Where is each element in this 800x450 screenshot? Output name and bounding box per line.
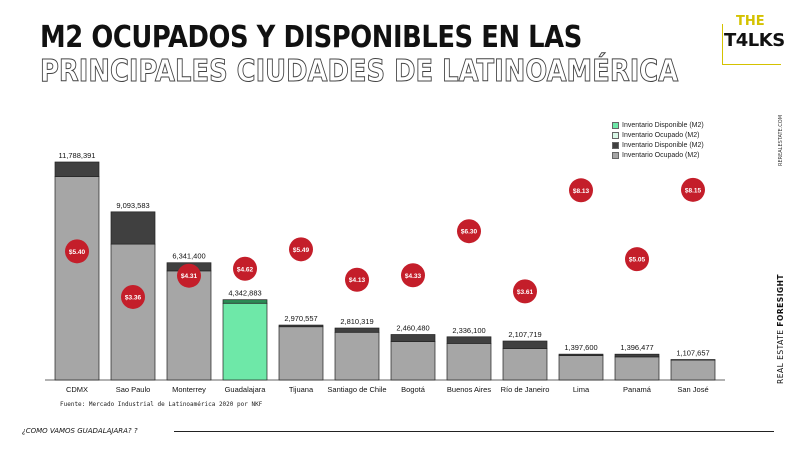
total-label: 4,342,883 [228,289,261,298]
logo-top-text: THE [736,14,765,29]
category-label: CDMX [66,385,88,394]
price-label: $8.13 [573,188,590,195]
the-talks-logo: THE T4LKS [722,14,785,66]
total-label: 2,810,319 [340,317,373,326]
total-label: 2,460,480 [396,323,429,332]
bar-occupied-4 [278,326,324,381]
bar-available-9 [558,353,604,356]
legend-item: Inventario Disponible (M2) [612,140,704,150]
category-label: San José [677,385,708,394]
price-label: $3.36 [125,294,142,301]
bar-occupied-1 [110,243,156,381]
bar-available-8 [502,340,548,349]
bar-available-0 [54,161,100,177]
legend-label: Inventario Ocupado (M2) [622,131,700,139]
category-label: Buenos Aires [447,385,491,394]
category-label: Panamá [623,385,652,394]
bar-available-4 [278,324,324,328]
bar-occupied-10 [614,356,660,381]
legend-item: Inventario Ocupado (M2) [612,150,704,160]
legend-item: Inventario Ocupado (M2) [612,130,704,140]
category-label: Tijuana [289,385,314,394]
bar-available-10 [614,353,660,358]
bar-available-1 [110,211,156,245]
total-label: 11,788,391 [59,151,96,160]
category-label: Lima [573,385,590,394]
bar-available-11 [670,359,716,361]
price-label: $5.05 [629,257,646,264]
total-label: 2,336,100 [452,326,485,335]
category-label: Río de Janeiro [501,385,550,394]
total-label: 6,341,400 [172,252,205,261]
price-circle [233,256,257,281]
bar-available-5 [334,327,380,333]
footer-text: ¿COMO VAMOS GUADALAJARA? ? [22,427,138,435]
price-circle [625,247,649,272]
bar-occupied-7 [446,343,492,381]
legend-label: Inventario Disponible (M2) [622,121,704,129]
bar-available-6 [390,334,436,342]
title-line-1: M2 OCUPADOS Y DISPONIBLES EN LAS [40,20,582,55]
bar-occupied-9 [558,355,604,381]
price-label: $4.33 [405,273,422,280]
title-line-2: PRINCIPALES CIUDADES DE LATINOAMÉRICA [40,54,679,90]
logo-bottom-text: T4LKS [724,30,785,51]
price-label: $8.15 [685,187,702,194]
price-label: $4.13 [349,277,366,284]
bar-occupied-8 [502,348,548,381]
total-label: 2,970,557 [284,314,317,323]
category-label: Monterrey [172,385,206,394]
price-circle [121,284,145,309]
price-circle [65,239,89,264]
price-label: $4.31 [181,273,198,280]
total-label: 1,397,600 [564,343,597,352]
footer-divider [174,431,774,432]
total-label: 2,107,719 [508,330,541,339]
price-label: $4.62 [237,266,254,273]
legend-swatch [612,151,619,159]
source-note: Fuente: Mercado Industrial de Latinoamér… [60,401,263,408]
bar-occupied-0 [54,176,100,381]
legend-label: Inventario Disponible (M2) [622,141,704,149]
legend-swatch [612,141,619,149]
bar-occupied-11 [670,359,716,381]
price-circle [401,263,425,288]
total-label: 9,093,583 [116,201,149,210]
category-label: Bogotá [401,385,426,394]
category-label: Santiago de Chile [327,385,386,394]
price-label: $6.30 [461,229,478,236]
bar-occupied-5 [334,331,380,381]
logo-frame [722,24,781,65]
legend-label: Inventario Ocupado (M2) [622,151,700,159]
category-label: Sao Paulo [116,385,151,394]
price-label: $3.61 [517,289,534,296]
bar-available-7 [446,336,492,344]
legend-swatch [612,121,619,129]
bar-occupied-3 [222,302,268,381]
legend-item: Inventario Disponible (M2) [612,120,704,130]
bar-available-3 [222,299,268,304]
legend-swatch [612,131,619,139]
price-circle [569,178,593,203]
price-circle [513,279,537,304]
chart-legend: Inventario Disponible (M2) Inventario Ocu… [612,120,704,160]
total-label: 1,396,477 [620,343,653,352]
price-circle [681,177,705,202]
price-circle [177,263,201,288]
total-label: 1,107,657 [676,349,709,358]
price-label: $5.40 [69,249,86,256]
price-circle [345,267,369,292]
price-label: $5.49 [293,247,310,254]
price-circle [457,219,481,244]
bar-occupied-6 [390,341,436,381]
category-label: Guadalajara [225,385,267,394]
price-circle [289,237,313,262]
